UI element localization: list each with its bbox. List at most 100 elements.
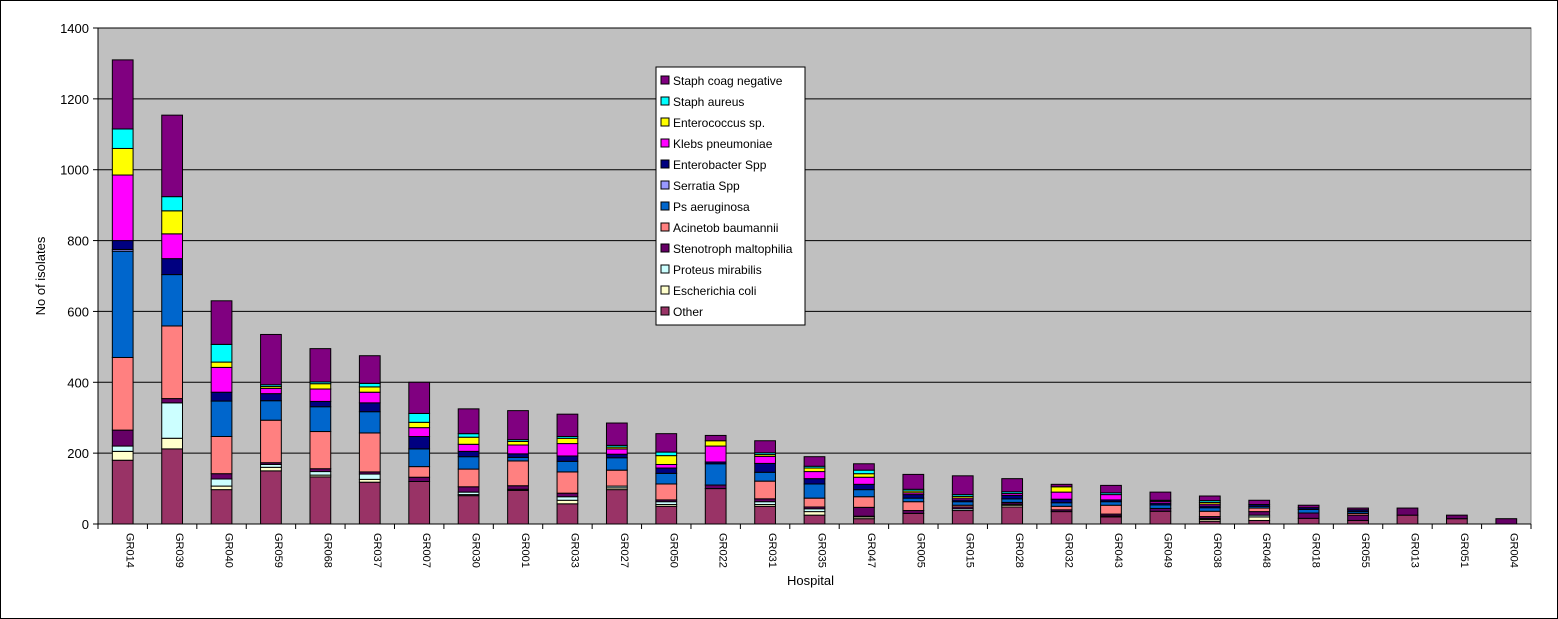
legend-swatch [660, 201, 670, 211]
gridlines [98, 27, 1531, 454]
bar-segment [260, 333, 282, 386]
legend-label: Enterobacter Spp [673, 158, 767, 172]
bar-segment [1050, 483, 1073, 488]
legend-swatch [660, 306, 670, 316]
bar-segment [704, 463, 727, 486]
bar-segment [556, 503, 579, 525]
x-tick-label: GR018 [1310, 533, 1322, 568]
bar-segment [161, 402, 183, 439]
bar-segment [803, 456, 826, 467]
bar-segment [210, 343, 233, 363]
bar-segment [803, 514, 826, 525]
bar-segment [457, 408, 480, 435]
bar-segment [1001, 478, 1024, 493]
bar-segment [605, 469, 628, 487]
bar-segment [457, 456, 480, 470]
bar-segment [556, 460, 579, 473]
bar-segment [853, 473, 875, 478]
bar-segment [161, 210, 183, 235]
bar-segment [309, 388, 332, 402]
bar-segment [507, 460, 529, 487]
legend-label: Staph aureus [673, 95, 744, 109]
bar-segment [556, 437, 579, 445]
x-axis-label: Hospital [787, 573, 834, 588]
legend-label: Stenotroph maltophilia [673, 242, 793, 256]
bar-segment [1100, 484, 1122, 494]
bar-segment [358, 402, 381, 413]
bar-segment [457, 468, 480, 488]
bar-segment [951, 501, 974, 506]
bar-segment [1149, 504, 1172, 509]
bar-segment [605, 422, 628, 446]
bar-segment [161, 448, 183, 525]
bar-segment [260, 393, 282, 402]
x-tick-label: GR028 [1013, 533, 1025, 568]
bar-segment [853, 483, 875, 491]
x-tick-label: GR040 [223, 533, 235, 568]
bar-segment [803, 483, 826, 499]
bar-segment [1297, 504, 1320, 509]
bar-segment [704, 440, 727, 447]
bar-segment [309, 476, 332, 525]
bar-segment [260, 400, 282, 421]
legend-swatch [660, 96, 670, 106]
x-tick-label: GR059 [272, 533, 284, 568]
x-tick-label: GR048 [1260, 533, 1272, 568]
bar-segment [507, 456, 529, 462]
legend-swatch [660, 75, 670, 85]
axes: 0 200 400 600 800 1000 1200 1400 GR014 GR039 GR040… [60, 21, 1532, 568]
bar-segment [754, 480, 776, 500]
bar-segment [111, 450, 134, 461]
x-tick-label: GR049 [1161, 533, 1173, 568]
y-tick-label: 600 [67, 304, 89, 319]
x-tick-label: GR035 [816, 533, 828, 568]
bar-segment [111, 429, 134, 447]
bar-segment [1347, 514, 1369, 521]
bar-segment [210, 366, 233, 393]
bar-segment [556, 471, 579, 494]
bar-segment [704, 434, 727, 442]
bar-segment [1050, 502, 1073, 507]
legend-label: Serratia Spp [673, 179, 740, 193]
x-tick-label: GR030 [470, 533, 482, 568]
bar-segment [704, 488, 727, 525]
bar-segment [902, 512, 925, 525]
bar-segment [507, 489, 529, 525]
bar-segment [556, 499, 579, 505]
bar-segment [754, 440, 776, 454]
bar-segment [853, 496, 875, 508]
bar-segment [210, 478, 233, 487]
bar-segment [605, 448, 628, 455]
legend-swatch [660, 180, 670, 190]
y-tick-label: 0 [82, 517, 89, 532]
bar-segment [803, 497, 826, 508]
bar-segment [408, 421, 431, 429]
bar-segment [210, 300, 233, 345]
bar-segment [161, 258, 183, 276]
bar-segment [210, 400, 233, 437]
bar-segment [1297, 508, 1320, 514]
legend-label: Proteus mirabilis [673, 263, 762, 277]
bar-segment [1001, 498, 1024, 503]
bar-segment [951, 475, 974, 496]
bar-segment [457, 495, 480, 525]
bar-segment [408, 476, 431, 482]
x-tick-label: GR033 [568, 533, 580, 568]
bar-segment [1347, 519, 1369, 525]
bar-segment [1050, 511, 1073, 525]
bar-segment [803, 467, 826, 473]
bar-segment [655, 451, 678, 457]
legend-swatch [660, 159, 670, 169]
bar-segment [111, 250, 134, 358]
x-tick-label: GR014 [124, 533, 136, 568]
legend-swatch [660, 264, 670, 274]
bar-segment [1100, 504, 1122, 515]
bar-segment [556, 496, 579, 501]
bar-segment [1050, 505, 1073, 511]
bar-segment [803, 478, 826, 485]
bar-segment [309, 471, 332, 476]
bar-segment [408, 412, 431, 423]
bar-segment [210, 391, 233, 402]
bar-segment [1050, 491, 1073, 500]
